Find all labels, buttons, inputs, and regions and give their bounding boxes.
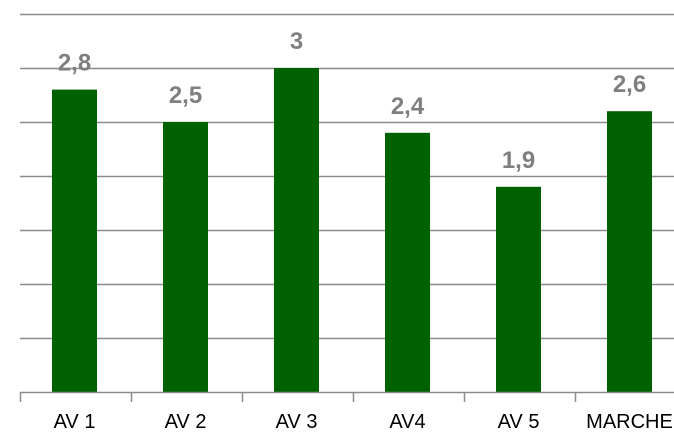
data-label-2: 2,5 — [169, 82, 202, 109]
x-tick-label-4: AV4 — [389, 411, 425, 433]
x-tick-label-2: AV 2 — [165, 411, 207, 433]
bar-5 — [496, 186, 541, 392]
x-axis-ticks — [19, 392, 577, 402]
data-label-6: 2,6 — [613, 71, 646, 98]
data-label-5: 1,9 — [502, 147, 535, 174]
x-tick-label-1: AV 1 — [54, 411, 96, 433]
data-label-1: 2,8 — [58, 50, 91, 77]
data-labels: 2,8 2,5 3 2,4 1,9 2,6 — [58, 28, 646, 174]
data-label-3: 3 — [290, 28, 303, 55]
bar-4 — [385, 132, 430, 393]
bars — [52, 68, 652, 393]
bar-2 — [163, 122, 208, 392]
bar-1 — [52, 89, 97, 392]
x-tick-label-5: AV 5 — [498, 411, 540, 433]
bar-3 — [274, 68, 319, 392]
x-tick-labels: AV 1 AV 2 AV 3 AV4 AV 5 MARCHE — [54, 411, 673, 433]
data-label-4: 2,4 — [391, 93, 425, 120]
gridlines — [20, 13, 674, 340]
bar-6 — [607, 111, 652, 392]
x-tick-label-3: AV 3 — [276, 411, 318, 433]
x-tick-label-6: MARCHE — [586, 411, 673, 433]
